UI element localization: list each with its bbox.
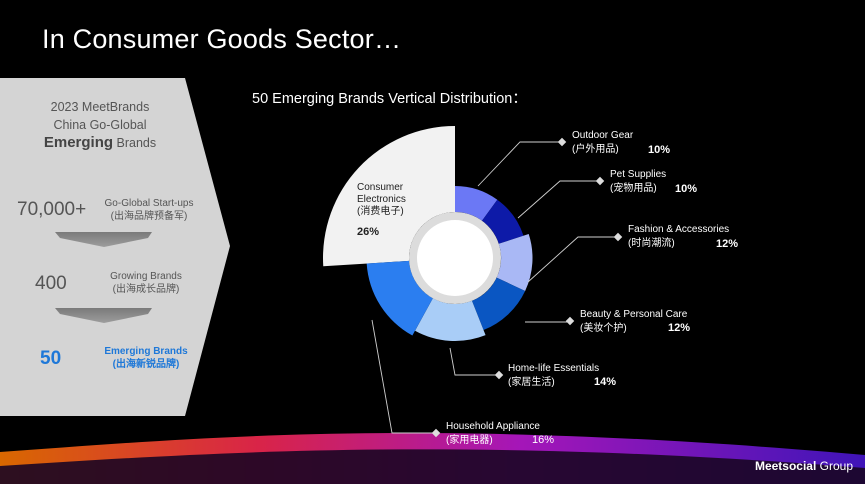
- slice-1-pct: 10%: [648, 144, 671, 156]
- tier-1-label-en: Go-Global Start-ups: [104, 198, 194, 209]
- label-household: Household Appliance (家用电器): [446, 420, 540, 448]
- slice-4-name-en: Beauty & Personal Care: [580, 309, 688, 320]
- slice-4-pct: 12%: [668, 322, 691, 334]
- slice-5-name-en: Home-life Essentials: [508, 363, 600, 374]
- tier-3-label-en: Emerging Brands: [104, 346, 188, 357]
- slice-0-name-cn: (消费电子): [357, 206, 404, 217]
- tier-1-label: Go-Global Start-ups (出海品牌预备军): [94, 197, 204, 223]
- slice-household-appliance: [366, 260, 433, 336]
- label-beauty: Beauty & Personal Care (美妆个护): [580, 308, 687, 336]
- slice-6-name-cn: (家用电器): [446, 435, 493, 446]
- donut-hole: [417, 220, 493, 296]
- slice-2-pct: 10%: [675, 183, 698, 195]
- slice-1-name-cn: (户外用品): [572, 144, 619, 155]
- leader-lines: [371, 141, 616, 434]
- brand-logo: Meetsocial Group: [755, 459, 853, 473]
- rose-slices: [323, 126, 533, 342]
- tier-2-label-en: Growing Brands: [110, 271, 182, 282]
- page-title: In Consumer Goods Sector…: [42, 24, 402, 54]
- leader-line-1: [477, 141, 560, 187]
- panel-heading-rest: Brands: [113, 136, 157, 150]
- label-home-life: Home-life Essentials (家居生活): [508, 362, 599, 390]
- slice-3-name-en: Fashion & Accessories: [628, 224, 730, 235]
- slice-fashion-accessories: [496, 234, 533, 291]
- slice-outdoor-gear: [455, 186, 498, 221]
- tier-3-number: 50: [40, 348, 62, 369]
- slice-5-pct: 14%: [594, 376, 617, 388]
- slice-5-name-cn: (家居生活): [508, 377, 555, 388]
- tier-3-label: Emerging Brands (出海新锐品牌): [96, 345, 196, 371]
- slice-1-name-en: Outdoor Gear: [572, 130, 634, 141]
- slice-0-pct: 26%: [357, 226, 380, 238]
- tier-3-label-cn: (出海新锐品牌): [112, 359, 180, 370]
- funnel-panel-bg: [0, 78, 230, 416]
- slice-pet-supplies: [482, 199, 524, 244]
- logo-bold: Meetsocial: [754, 459, 817, 473]
- label-fashion: Fashion & Accessories (时尚潮流): [628, 223, 729, 251]
- funnel-arrow-2: [55, 308, 152, 323]
- slice-0-name-en: Consumer Electronics: [357, 182, 406, 205]
- tier-2-label: Growing Brands (出海成长品牌): [96, 270, 196, 296]
- slice-6-name-en: Household Appliance: [446, 421, 540, 432]
- tier-2-number: 400: [35, 273, 67, 294]
- slice-2-name-cn: (宠物用品): [610, 183, 657, 194]
- chart-subtitle: 50 Emerging Brands Vertical Distribution…: [252, 91, 527, 107]
- slice-3-pct: 12%: [716, 238, 739, 250]
- leader-line-6: [371, 319, 434, 434]
- label-pet-supplies: Pet Supplies (宠物用品): [610, 168, 666, 196]
- panel-heading: 2023 MeetBrands China Go-Global Emerging…: [0, 98, 200, 152]
- slice-2-name-en: Pet Supplies: [610, 169, 667, 180]
- funnel-arrow-1: [55, 232, 152, 247]
- tier-1-number: 70,000+: [17, 199, 87, 220]
- slice-home-life-essentials: [415, 298, 486, 342]
- leader-line-2: [517, 180, 598, 219]
- slice-label-consumer-electronics: Consumer Electronics (消费电子) 26%: [357, 182, 417, 238]
- label-outdoor-gear: Outdoor Gear (户外用品): [572, 129, 633, 157]
- leader-line-3: [527, 236, 616, 283]
- slice-4-name-cn: (美妆个护): [580, 323, 627, 334]
- tier-2-label-cn: (出海成长品牌): [112, 284, 180, 295]
- slice-3-name-cn: (时尚潮流): [628, 238, 675, 249]
- panel-heading-line2: China Go-Global: [53, 118, 147, 132]
- tier-1-label-cn: (出海品牌预备军): [110, 211, 188, 222]
- slice-beauty-personal-care: [471, 277, 526, 331]
- panel-heading-line1: 2023 MeetBrands: [50, 100, 150, 114]
- slice-6-pct: 16%: [532, 434, 555, 446]
- leader-line-5: [449, 347, 497, 376]
- slice-consumer-electronics: [323, 126, 455, 267]
- panel-heading-bold: Emerging: [43, 134, 114, 151]
- logo-rest: Group: [816, 459, 853, 473]
